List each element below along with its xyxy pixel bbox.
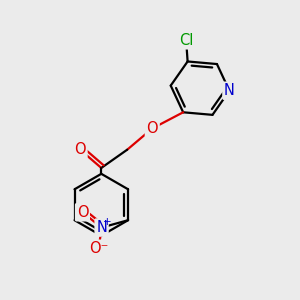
Text: O: O	[76, 205, 88, 220]
Text: +: +	[103, 217, 112, 227]
Text: N: N	[224, 83, 235, 98]
Text: N: N	[96, 220, 107, 235]
Text: O⁻: O⁻	[89, 241, 108, 256]
Text: O: O	[74, 142, 86, 157]
Text: Cl: Cl	[179, 33, 193, 48]
Text: O: O	[146, 121, 158, 136]
